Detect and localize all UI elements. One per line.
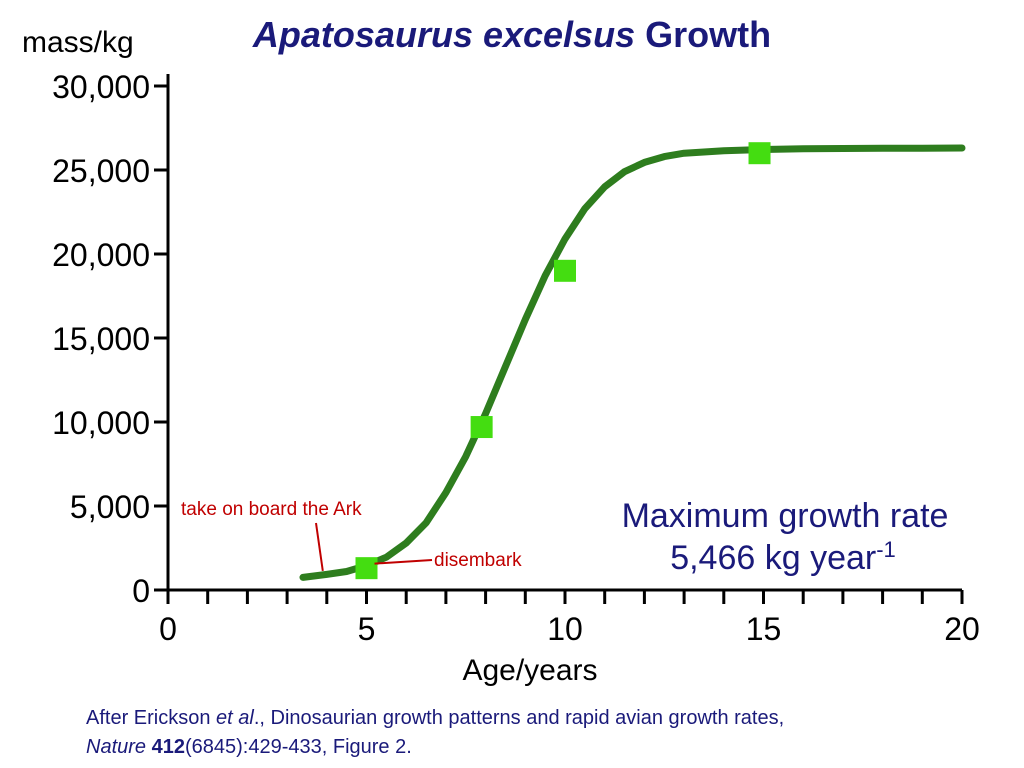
data-point-marker [554,259,576,282]
citation-line-2: Nature 412(6845):429-433, Figure 2. [86,736,412,758]
y-axis-label: mass/kg [22,26,134,59]
annotation-take-on-board: take on board the Ark [181,499,362,520]
rate-line-1: Maximum growth rate [622,497,949,535]
x-tick-label: 10 [547,611,583,647]
rate-line-2: 5,466 kg year-1 [670,537,896,577]
rate-exponent: -1 [876,537,896,562]
annotation-disembark: disembark [434,550,522,571]
citation: After Erickson et al., Dinosaurian growt… [86,704,784,762]
data-point-marker [470,416,493,439]
y-tick-label: 10,000 [52,405,150,441]
x-tick-label: 20 [944,611,980,647]
x-tick-label: 15 [746,611,782,647]
rate-value: 5,466 kg year [670,539,876,577]
y-tick-label: 20,000 [52,237,150,273]
y-tick-label: 5,000 [70,489,150,525]
citation-line-1: After Erickson et al., Dinosaurian growt… [86,707,785,729]
x-tick-label: 0 [159,611,177,647]
annotations: take on board the Ark disembark [181,499,522,572]
y-tick-label: 25,000 [52,153,150,189]
x-ticks: 0 5 10 15 20 [159,590,980,647]
x-axis-label: Age/years [462,654,597,687]
data-point-marker [355,557,378,580]
annotation-pointer [374,559,433,565]
annotation-pointer [315,522,324,572]
growth-chart: mass/kg 0 5,000 10,000 15,000 20,000 25,000 30… [22,26,980,687]
y-tick-label: 30,000 [52,69,150,105]
x-tick-label: 5 [358,611,376,647]
y-tick-label: 15,000 [52,321,150,357]
data-points [355,142,771,580]
data-point-marker [748,142,771,165]
title-suffix: Growth [635,14,772,55]
title-species: Apatosaurus excelsus [252,14,636,55]
y-ticks: 0 5,000 10,000 15,000 20,000 25,000 30,000 [52,69,168,609]
chart-title: Apatosaurus excelsus Growth [0,14,1024,56]
growth-curve-group [299,144,966,581]
growth-curve [299,144,966,581]
y-tick-label: 0 [132,573,150,609]
